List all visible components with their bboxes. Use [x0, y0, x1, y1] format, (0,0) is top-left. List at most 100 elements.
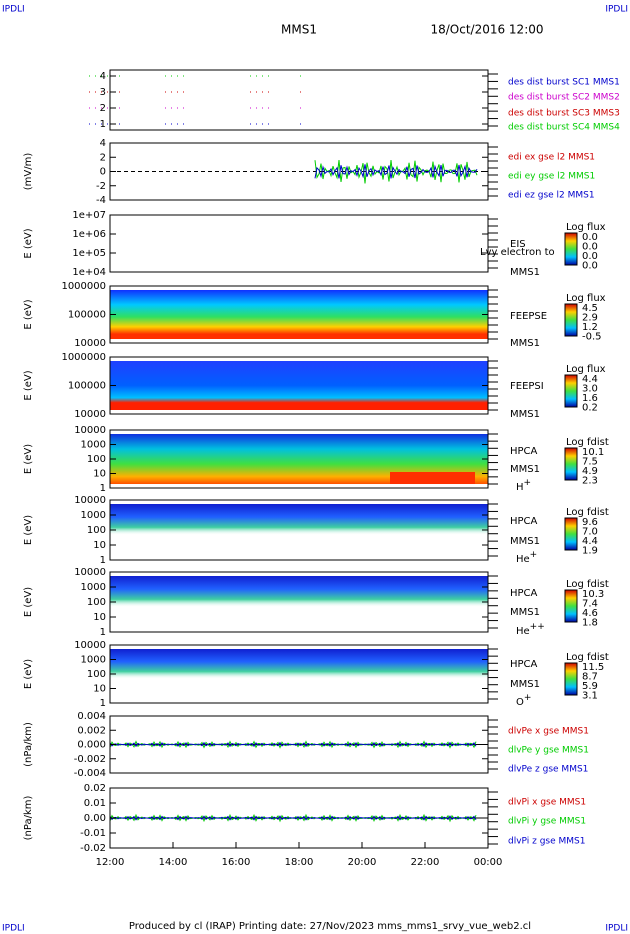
y-label: E (eV)	[23, 370, 34, 400]
colorbar-value: 3.1	[582, 691, 598, 702]
y-tick-label: -0.02	[80, 843, 106, 854]
side-label: FEEPSE	[510, 311, 547, 322]
species-base: He	[516, 554, 530, 565]
y-tick-label: 1e+06	[72, 229, 106, 240]
y-tick-label: 3	[100, 87, 106, 98]
spacecraft: MMS1	[281, 23, 317, 37]
spectrogram	[110, 290, 488, 339]
y-tick-label: -0.002	[74, 754, 106, 765]
colorbar-value: 7.4	[582, 599, 598, 610]
y-label: E (eV)	[23, 587, 34, 617]
colorbar-value: 1.2	[582, 322, 598, 333]
side-label: MMS1	[510, 464, 540, 475]
y-tick-label: 100	[87, 597, 106, 608]
x-tick-label: 14:00	[159, 857, 188, 868]
side-label: MMS1	[510, 409, 540, 420]
y-tick-label: 10	[93, 540, 106, 551]
side-label: dlvPi y gse MMS1	[508, 817, 586, 827]
colorbar-value: -0.5	[582, 332, 602, 343]
y-tick-label: 10	[93, 612, 106, 623]
colorbar	[564, 374, 578, 408]
corner-left: IPDLI	[2, 5, 25, 15]
colorbar-value: 3.0	[582, 384, 598, 395]
colorbar-title: Log flux	[566, 222, 606, 233]
y-label: (nPa/km)	[23, 796, 34, 841]
colorbar-value: 4.9	[582, 466, 598, 477]
y-tick-label: 100	[87, 669, 106, 680]
spectrogram	[110, 649, 488, 699]
y-tick-label: 1e+07	[72, 210, 106, 221]
colorbar-value: 11.5	[582, 662, 604, 673]
side-label: des dist burst SC4 MMS4	[508, 123, 620, 133]
colorbar-title: Log flux	[566, 293, 606, 304]
y-tick-label: -4	[96, 195, 106, 206]
colorbar-value: 8.7	[582, 672, 598, 683]
y-tick-label: 1	[100, 698, 106, 709]
species-charge: +	[524, 693, 532, 703]
colorbar-value: 5.9	[582, 681, 598, 692]
colorbar	[564, 303, 578, 337]
y-label: E (eV)	[23, 659, 34, 689]
y-tick-label: 10000	[74, 495, 106, 506]
side-label: MMS1	[510, 536, 540, 547]
colorbar-value: 9.6	[582, 517, 598, 528]
x-tick-label: 00:00	[474, 857, 503, 868]
x-tick-label: 12:00	[96, 857, 125, 868]
y-label: E (eV)	[23, 228, 34, 258]
panel-frame	[109, 214, 489, 273]
side-label: edi ey gse l2 MMS1	[508, 172, 595, 182]
side-label: MMS1	[510, 607, 540, 618]
colorbar-value: 10.1	[582, 447, 604, 458]
colorbar-title: Log fdist	[566, 652, 609, 663]
colorbar-value: 4.4	[582, 374, 598, 385]
x-tick-label: 18:00	[285, 857, 314, 868]
trace	[314, 164, 478, 179]
y-tick-label: 1	[100, 627, 106, 638]
y-tick-label: 0.02	[84, 783, 106, 794]
colorbar-value: 0.0	[582, 232, 598, 243]
colorbar-value: 2.9	[582, 313, 598, 324]
y-label: (mV/m)	[23, 153, 34, 191]
y-tick-label: -0.01	[80, 828, 106, 839]
y-tick-label: 1000	[81, 582, 106, 593]
side-label: HPCA	[510, 446, 538, 457]
y-tick-label: 1000000	[61, 281, 106, 292]
side-label: dlvPe y gse MMS1	[508, 746, 589, 756]
spectrogram	[110, 361, 488, 410]
y-label: E (eV)	[23, 444, 34, 474]
overlay-label: Lvy electron to	[480, 247, 555, 258]
colorbar-value: 10.3	[582, 589, 604, 600]
colorbar-value: 1.8	[582, 618, 598, 629]
y-tick-label: 4	[100, 138, 106, 149]
y-tick-label: 1	[100, 483, 106, 494]
species-charge: ++	[530, 622, 545, 632]
y-tick-label: -0.004	[74, 768, 106, 779]
y-tick-label: 10000	[74, 425, 106, 436]
side-label: HPCA	[510, 588, 538, 599]
side-label: MMS1	[510, 679, 540, 690]
colorbar	[564, 232, 578, 266]
colorbar-title: Log fdist	[566, 437, 609, 448]
colorbar-value: 4.6	[582, 608, 598, 619]
colorbar-value: 1.6	[582, 393, 598, 404]
y-tick-label: 100000	[68, 310, 106, 321]
corner-right: IPDLI	[605, 5, 628, 15]
spectrogram-hot	[390, 472, 475, 484]
colorbar	[564, 517, 578, 551]
colorbar-value: 7.5	[582, 457, 598, 468]
x-tick-label: 22:00	[411, 857, 440, 868]
side-label: FEEPSI	[510, 381, 544, 392]
side-label: des dist burst SC1 MMS1	[508, 78, 620, 88]
y-tick-label: 10000	[74, 338, 106, 349]
side-label: dlvPi x gse MMS1	[508, 798, 586, 808]
date: 18/Oct/2016 12:00	[430, 23, 543, 37]
y-label: E (eV)	[23, 299, 34, 329]
y-tick-label: 10	[93, 469, 106, 480]
y-label: E (eV)	[23, 515, 34, 545]
colorbar-value: 2.3	[582, 476, 598, 487]
colorbar-value: 0.2	[582, 403, 598, 414]
side-label: MMS1	[510, 267, 540, 278]
colorbar-value: 1.9	[582, 546, 598, 557]
side-label: dlvPi z gse MMS1	[508, 837, 585, 847]
